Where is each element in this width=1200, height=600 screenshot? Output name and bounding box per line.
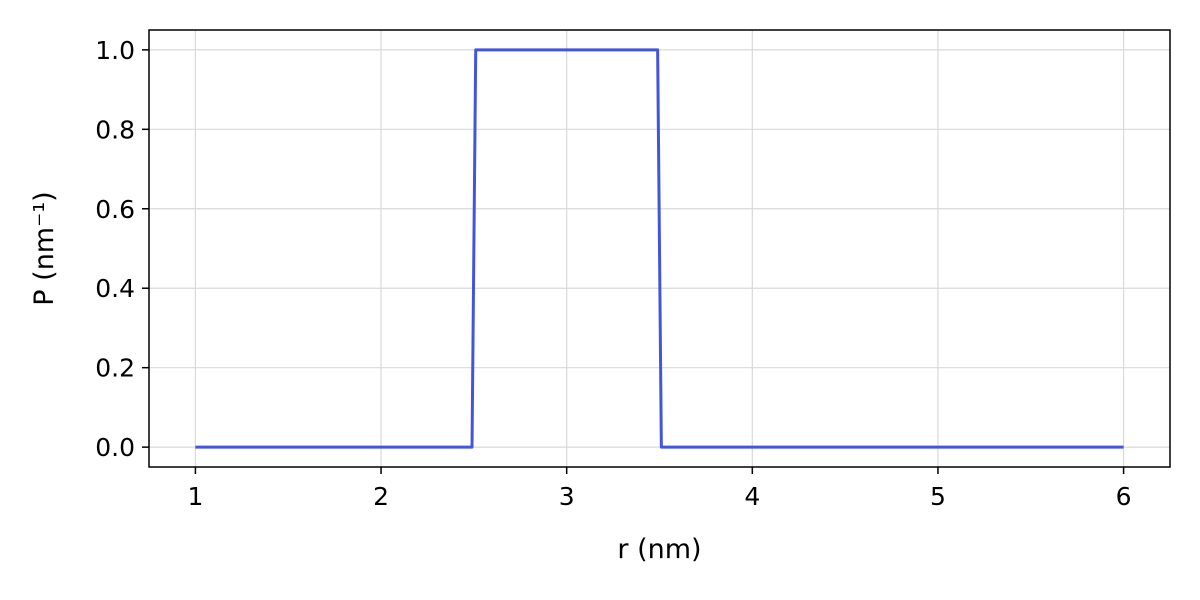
y-axis-label: P (nm⁻¹) <box>29 191 60 305</box>
x-tick-label: 5 <box>930 482 946 511</box>
x-tick-label: 1 <box>187 482 203 511</box>
y-tick-label: 1.0 <box>95 36 135 65</box>
series-layer <box>195 48 1124 449</box>
x-tick-label: 3 <box>559 482 575 511</box>
x-axis-label: r (nm) <box>617 534 701 565</box>
plot-frame <box>148 29 1171 468</box>
y-tick-label: 0.4 <box>95 274 135 303</box>
y-tick-label: 0.8 <box>95 115 135 144</box>
y-tick-label: 0.2 <box>95 354 135 383</box>
y-tick-label: 0.6 <box>95 195 135 224</box>
series-line <box>195 48 1124 449</box>
y-axis: 0.0 0.2 0.4 0.6 0.8 1.0 <box>95 36 149 462</box>
x-tick-label: 4 <box>744 482 760 511</box>
x-tick-label: 2 <box>373 482 389 511</box>
x-axis: 1 2 3 4 5 6 <box>187 467 1132 511</box>
y-tick-label: 0.0 <box>95 433 135 462</box>
x-tick-label: 6 <box>1116 482 1132 511</box>
